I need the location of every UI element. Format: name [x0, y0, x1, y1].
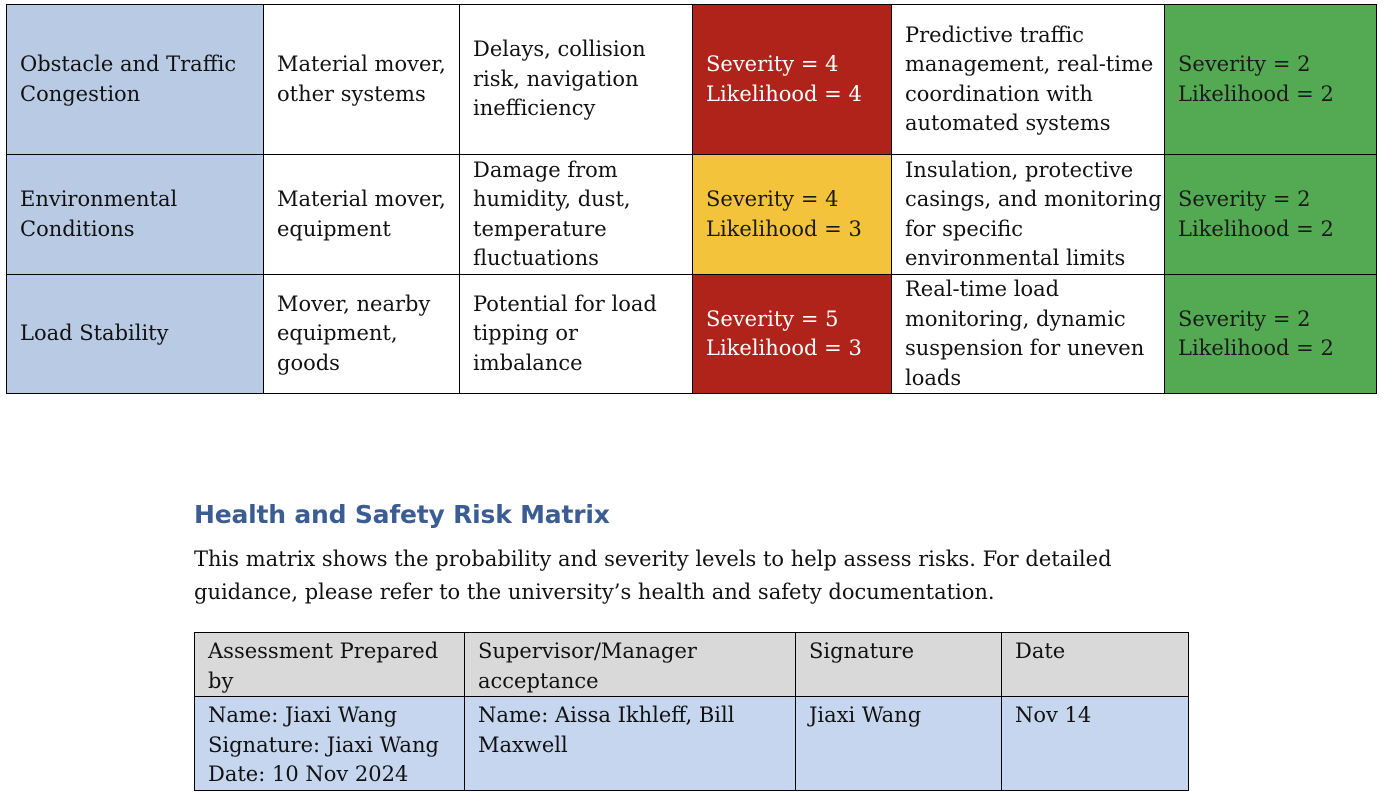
- likelihood-value: Likelihood = 3: [706, 336, 862, 360]
- residual-risk-cell: Severity = 2 Likelihood = 2: [1164, 274, 1377, 394]
- risk-row: Load Stability Mover, nearby equipment, …: [6, 274, 1377, 394]
- mitigation-cell: Real-time load monitoring, dynamic suspe…: [891, 274, 1165, 394]
- likelihood-value: Likelihood = 3: [706, 216, 862, 241]
- signature-cell: Jiaxi Wang: [795, 696, 1002, 791]
- severity-value: Severity = 5: [706, 306, 839, 331]
- severity-value: Severity = 4: [706, 187, 839, 211]
- preparer-date: Date: 10 Nov 2024: [208, 762, 409, 786]
- preparer-signature: Signature: Jiaxi Wang: [208, 732, 439, 757]
- affected-cell: Material mover, equipment: [263, 154, 460, 275]
- likelihood-value: Likelihood = 2: [1178, 216, 1334, 241]
- harm-cell: Delays, collision risk, navigation ineff…: [459, 4, 693, 155]
- date-header: Date: [1001, 632, 1189, 697]
- supervisor-header: Supervisor/Manager acceptance: [464, 632, 796, 697]
- residual-risk-cell: Severity = 2 Likelihood = 2: [1164, 4, 1377, 155]
- hazard-cell: Environmental Conditions: [6, 154, 264, 275]
- likelihood-value: Likelihood = 4: [706, 81, 862, 106]
- severity-value: Severity = 2: [1178, 52, 1311, 76]
- hazard-cell: Obstacle and Traffic Congestion: [6, 4, 264, 155]
- risk-row: Obstacle and Traffic Congestion Material…: [6, 4, 1377, 155]
- date-cell: Nov 14: [1001, 696, 1189, 791]
- supervisor-cell: Name: Aissa Ikhleff, Bill Maxwell: [464, 696, 796, 791]
- severity-value: Severity = 2: [1178, 306, 1311, 331]
- signoff-values-row: Name: Jiaxi Wang Signature: Jiaxi Wang D…: [194, 696, 1189, 791]
- section-description: This matrix shows the probability and se…: [194, 547, 1112, 604]
- prepared-by-cell: Name: Jiaxi Wang Signature: Jiaxi Wang D…: [194, 696, 465, 791]
- risk-assessment-table: Obstacle and Traffic Congestion Material…: [6, 4, 1377, 394]
- mitigation-cell: Predictive traffic management, real-time…: [891, 4, 1165, 155]
- preparer-name: Name: Jiaxi Wang: [208, 703, 398, 727]
- severity-value: Severity = 2: [1178, 187, 1311, 211]
- initial-risk-cell: Severity = 4 Likelihood = 4: [692, 4, 892, 155]
- likelihood-value: Likelihood = 2: [1178, 336, 1334, 360]
- section-heading: Health and Safety Risk Matrix: [194, 500, 610, 529]
- mitigation-cell: Insulation, protective casings, and moni…: [891, 154, 1165, 275]
- residual-risk-cell: Severity = 2 Likelihood = 2: [1164, 154, 1377, 275]
- initial-risk-cell: Severity = 5 Likelihood = 3: [692, 274, 892, 394]
- severity-value: Severity = 4: [706, 52, 839, 76]
- signature-header: Signature: [795, 632, 1002, 697]
- prepared-by-header: Assessment Prepared by: [194, 632, 465, 697]
- initial-risk-cell: Severity = 4 Likelihood = 3: [692, 154, 892, 275]
- harm-cell: Potential for load tipping or imbalance: [459, 274, 693, 394]
- harm-cell: Damage from humidity, dust, temperature …: [459, 154, 693, 275]
- affected-cell: Mover, nearby equipment, goods: [263, 274, 460, 394]
- likelihood-value: Likelihood = 2: [1178, 81, 1334, 106]
- signoff-table: Assessment Prepared by Supervisor/Manage…: [194, 632, 1189, 791]
- hazard-cell: Load Stability: [6, 274, 264, 394]
- affected-cell: Material mover, other systems: [263, 4, 460, 155]
- risk-row: Environmental Conditions Material mover,…: [6, 154, 1377, 275]
- signoff-header-row: Assessment Prepared by Supervisor/Manage…: [194, 632, 1189, 697]
